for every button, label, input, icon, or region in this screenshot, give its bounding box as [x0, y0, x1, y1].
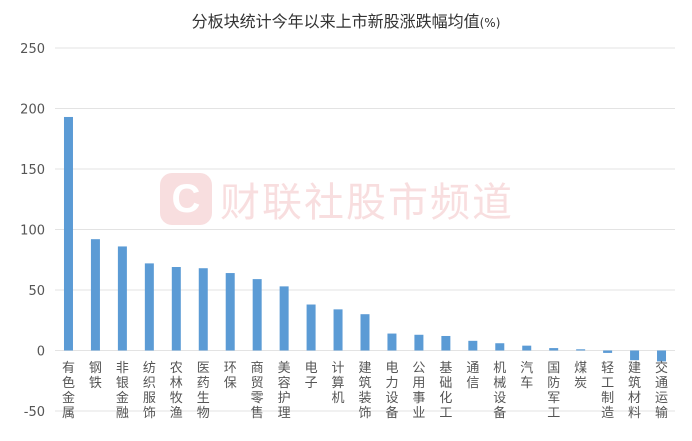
x-tick-label: 计算机 [332, 361, 345, 406]
x-tick-label: 农林牧渔 [170, 361, 183, 421]
bar [225, 273, 235, 351]
bar [63, 116, 73, 351]
gridlines [55, 47, 675, 412]
bar [549, 348, 559, 351]
x-tick-label: 机械设备 [493, 361, 506, 421]
bar [603, 350, 613, 353]
bar [414, 334, 424, 351]
y-tick-label: 50 [28, 284, 45, 299]
bar [117, 246, 127, 351]
x-tick-label: 交通运输 [655, 360, 668, 421]
x-axis: 有色金属 钢铁 非银金融 纺织服饰 农林牧渔 医药生物 环保 商贸零售 美容护理 电子 计算机建筑装… [62, 360, 668, 421]
x-tick-label: 轻工制造 [601, 361, 614, 421]
bar [387, 333, 397, 351]
bar [90, 239, 100, 351]
y-axis: -50 0 50 100 150 200 250 [20, 42, 45, 420]
bar [252, 279, 262, 351]
chart-title-text: 分板块统计今年以来上市新股涨跌幅均值 [191, 12, 480, 31]
x-tick-label: 基础化工 [439, 361, 452, 421]
bar [495, 343, 505, 351]
x-tick-label: 汽车 [520, 361, 533, 391]
bar [144, 263, 154, 351]
bar [468, 340, 478, 351]
y-tick-label: 100 [20, 224, 45, 239]
x-tick-label: 建筑装饰 [358, 361, 371, 421]
bar [576, 349, 586, 351]
y-tick-label: -50 [24, 405, 45, 420]
bar [333, 309, 343, 351]
bar [279, 286, 289, 351]
y-tick-label: 150 [20, 163, 45, 178]
x-tick-label: 医药生物 [197, 361, 210, 421]
x-tick-label: 纺织服饰 [143, 361, 156, 421]
chart-title-unit: (%) [479, 16, 501, 30]
x-tick-label: 电力设备 [385, 361, 398, 421]
x-tick-label: 钢铁 [89, 361, 102, 391]
x-tick-label: 建筑材料 [628, 361, 641, 421]
x-tick-label: 商贸零售 [251, 361, 264, 421]
x-tick-label: 美容护理 [278, 361, 291, 421]
bar [630, 350, 640, 361]
x-tick-label: 非银金融 [116, 361, 129, 421]
x-tick-label: 公用事业 [412, 361, 425, 421]
y-tick-label: 250 [20, 42, 45, 57]
x-tick-label: 国防军工 [547, 361, 560, 421]
x-tick-label: 煤炭 [574, 361, 587, 391]
bar [198, 268, 208, 351]
bar [171, 267, 181, 351]
y-tick-label: 0 [37, 345, 45, 360]
x-tick-label: 有色金属 [62, 361, 75, 421]
bars [63, 116, 667, 362]
chart-title: 分板块统计今年以来上市新股涨跌幅均值(%) [0, 8, 692, 32]
bar [441, 335, 451, 351]
x-tick-label: 环保 [224, 361, 237, 391]
x-tick-label: 电子 [305, 361, 318, 391]
y-tick-label: 200 [20, 103, 45, 118]
bar [360, 314, 370, 351]
x-tick-label: 通信 [466, 361, 479, 391]
bar [657, 350, 667, 362]
bar [306, 304, 316, 351]
bar [522, 345, 532, 351]
